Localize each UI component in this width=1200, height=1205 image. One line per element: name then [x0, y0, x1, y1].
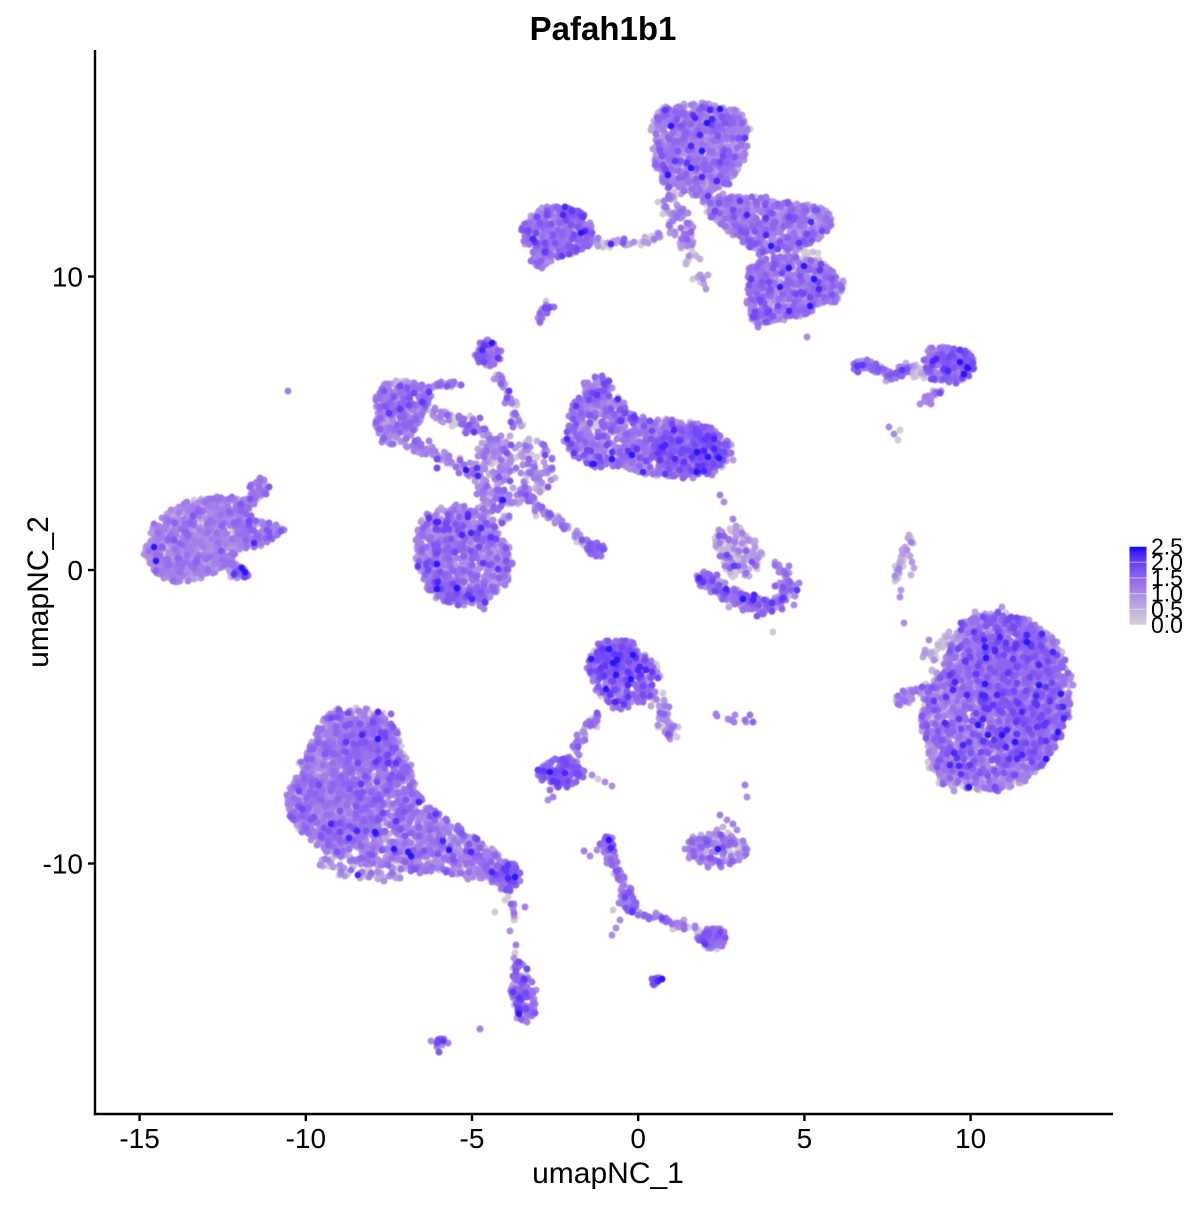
svg-text:-15: -15 [119, 1123, 159, 1154]
svg-text:2.5: 2.5 [1151, 534, 1183, 560]
svg-text:umapNC_1: umapNC_1 [532, 1157, 684, 1190]
svg-text:0.0: 0.0 [1151, 612, 1183, 638]
svg-text:0: 0 [630, 1123, 646, 1154]
svg-text:-10: -10 [43, 849, 83, 880]
svg-text:0: 0 [67, 555, 83, 586]
svg-text:10: 10 [955, 1123, 986, 1154]
svg-text:10: 10 [52, 262, 83, 293]
svg-text:Pafah1b1: Pafah1b1 [530, 10, 677, 47]
svg-text:-10: -10 [286, 1123, 326, 1154]
svg-text:2.0: 2.0 [1151, 549, 1183, 575]
svg-text:0.5: 0.5 [1151, 596, 1183, 622]
svg-text:5: 5 [797, 1123, 813, 1154]
svg-text:umapNC_2: umapNC_2 [22, 516, 55, 668]
svg-text:1.0: 1.0 [1151, 581, 1183, 607]
svg-text:-5: -5 [460, 1123, 485, 1154]
svg-text:1.5: 1.5 [1151, 565, 1183, 591]
